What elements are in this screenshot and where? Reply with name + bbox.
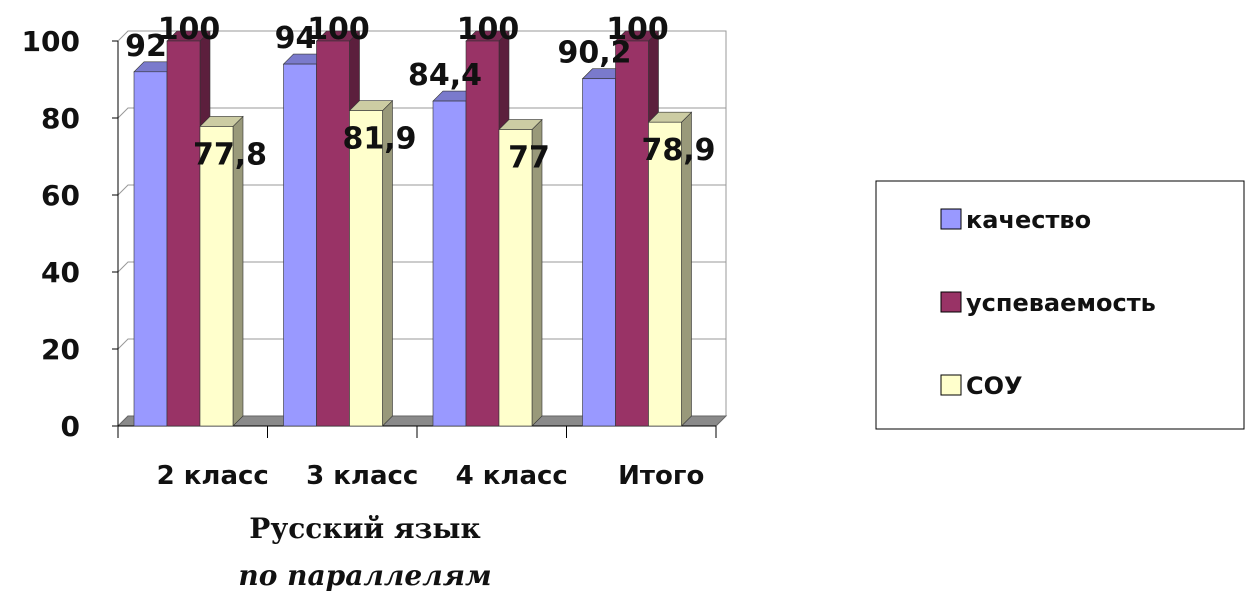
y-tick-label: 60 <box>41 179 80 212</box>
chart-subtitle-line2: по параллелям <box>238 559 491 592</box>
data-label: 92 <box>125 29 167 64</box>
legend-label: СОУ <box>966 372 1023 400</box>
chart-subtitle-line1: Русский язык <box>249 512 480 545</box>
data-label: 94 <box>275 21 317 56</box>
legend-item: успеваемость <box>940 289 1156 317</box>
y-tick-label: 100 <box>22 25 80 58</box>
y-tick-label: 20 <box>41 333 80 366</box>
bar-front <box>283 63 317 427</box>
bar-front <box>349 110 383 427</box>
data-label: 90,2 <box>557 36 631 71</box>
bar <box>348 99 394 427</box>
bar <box>498 118 543 427</box>
bar-front <box>133 71 168 427</box>
data-label: 77 <box>508 141 550 176</box>
bar-front <box>432 100 467 427</box>
y-tick-label: 80 <box>41 102 80 135</box>
data-label: 84,4 <box>408 58 482 93</box>
data-label: 100 <box>307 12 370 47</box>
legend-frame <box>875 180 1245 430</box>
bar <box>647 111 693 427</box>
data-label: 78,9 <box>641 133 715 168</box>
legend-swatch <box>940 374 962 396</box>
bar <box>199 115 244 427</box>
legend-item: СОУ <box>940 372 1023 400</box>
data-label: 77,8 <box>193 137 267 172</box>
bar-front <box>465 40 500 427</box>
x-tick-label: 2 класс <box>157 461 269 491</box>
gridline <box>117 107 726 119</box>
y-tick-label: 40 <box>41 256 80 289</box>
legend-label: качество <box>966 206 1091 234</box>
legend-item: качество <box>940 206 1091 234</box>
legend-swatch <box>940 291 962 313</box>
chart-bars <box>133 30 693 427</box>
bar-front <box>615 40 649 427</box>
legend-swatch <box>940 208 962 230</box>
x-tick-label: Итого <box>618 461 704 491</box>
bar-front <box>648 121 682 427</box>
data-label: 100 <box>606 12 669 47</box>
bar-front <box>498 129 533 427</box>
legend-label: успеваемость <box>966 289 1156 317</box>
bar-front <box>166 40 201 427</box>
chart-legend: качество успеваемость СОУ <box>875 180 1245 430</box>
bar-front <box>199 126 234 427</box>
x-tick-label: 3 класс <box>306 461 418 491</box>
chart-axes: 0 20 40 60 80 100 2 класс 3 класс 4 класс Итого <box>22 25 728 491</box>
x-tick-label: 4 класс <box>456 461 568 491</box>
data-label: 81,9 <box>342 122 416 157</box>
y-tick-label: 0 <box>61 410 80 443</box>
data-label: 100 <box>158 12 221 47</box>
gridline <box>117 30 726 42</box>
bar-front <box>582 78 616 427</box>
bar-front <box>316 40 350 427</box>
data-label: 100 <box>457 12 520 47</box>
